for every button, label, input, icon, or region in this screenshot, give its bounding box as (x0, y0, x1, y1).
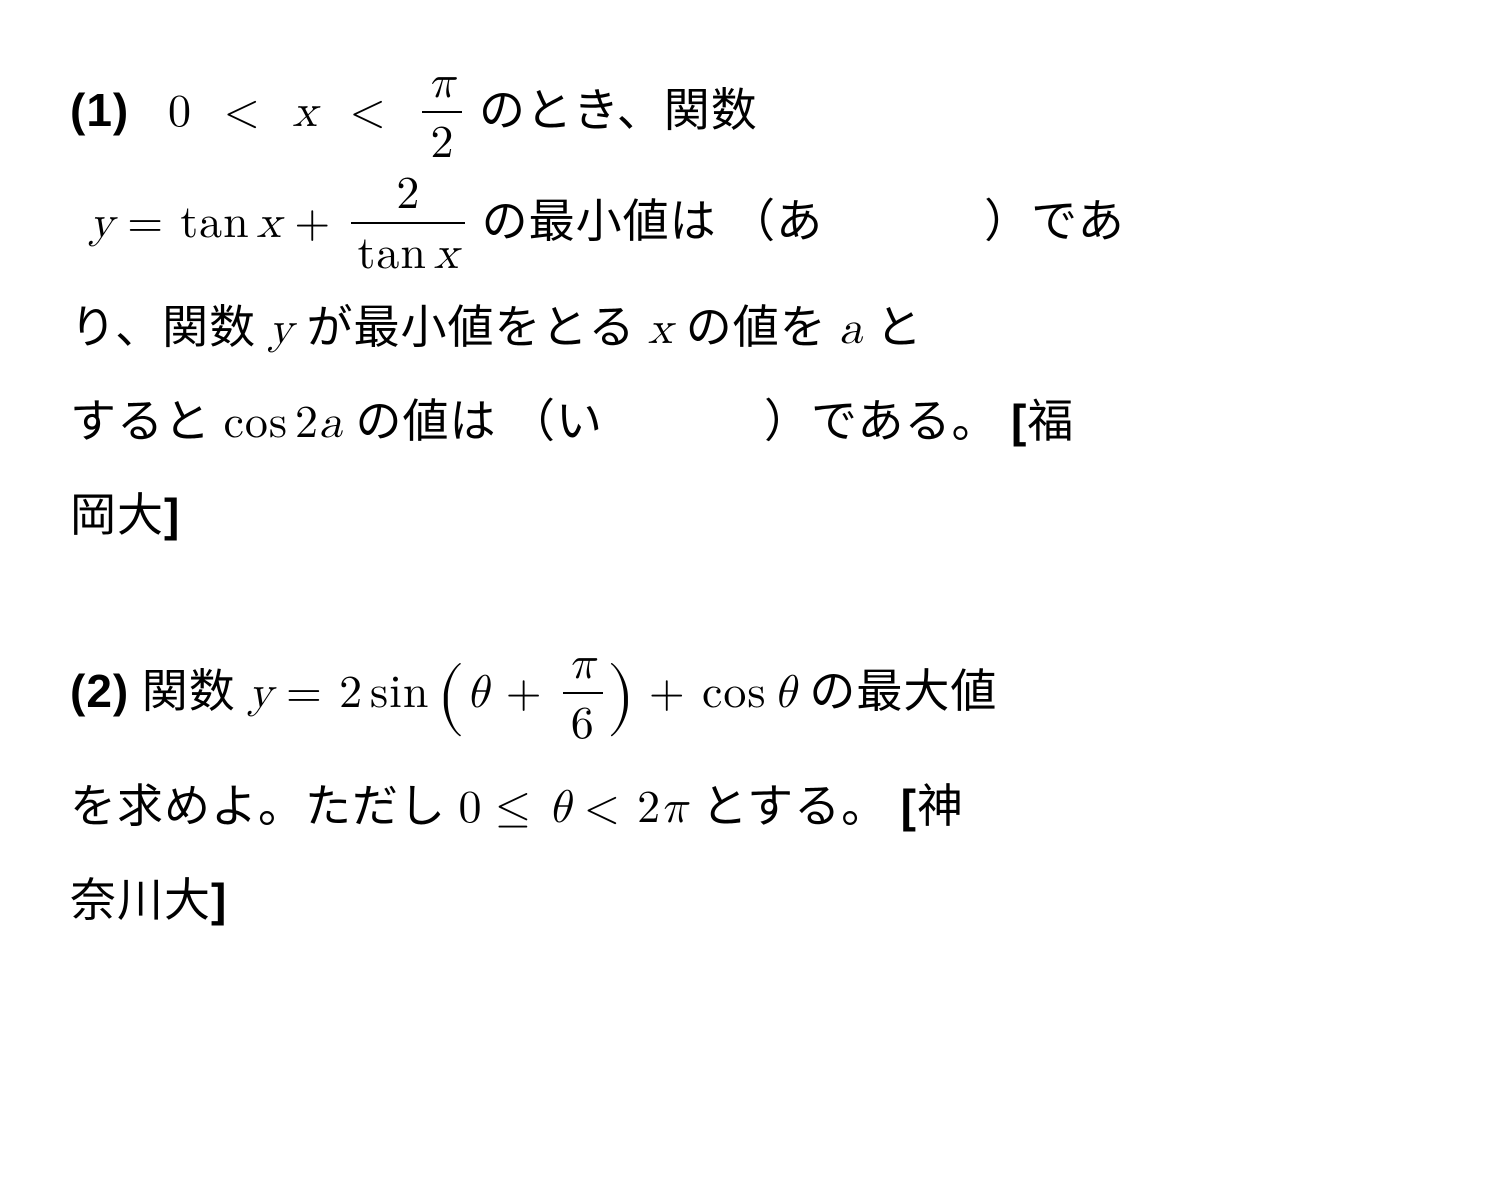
p2-two: 2 (339, 670, 363, 716)
p1-frac-2tan: 2 tanx (351, 168, 465, 279)
p1-var-x: x (293, 89, 318, 135)
p1-text1: のとき、関数 (479, 85, 758, 136)
p1-text7: と (876, 302, 923, 353)
p1-paren1-close: ） (984, 196, 1031, 247)
p1-paren2-close: ） (764, 396, 811, 447)
p2-text3: を求めよ。ただし (70, 781, 459, 832)
p2-src2: 奈川大 (70, 875, 211, 926)
p2-text4: とする。 (702, 781, 889, 832)
p1-y: y (89, 200, 114, 246)
p1-lt1: < (224, 89, 261, 135)
p1-a: a (839, 306, 863, 352)
p1-blank1: あ (776, 196, 823, 247)
p1-line5: 岡大] (70, 469, 1430, 562)
p1-text5: が最小値をとる (306, 302, 648, 353)
p2-line1: (2) 関数 y = 2sin(θ + π 6 ) + cosθ の最大値 (70, 612, 1430, 759)
p2-plus1: + (489, 670, 558, 716)
p2-cos: cos (702, 670, 767, 716)
p1-frac2-x: x (434, 231, 459, 277)
p1-label: (1) (70, 84, 129, 136)
p2-sin: sin (370, 670, 430, 716)
p2-frac-pi6: π 6 (563, 638, 603, 749)
p1-text8: すると (70, 396, 224, 447)
p2-bigparen-open: ( (436, 660, 466, 733)
p2-y: y (248, 670, 273, 716)
p2-line3: 奈川大] (70, 854, 1430, 947)
p2-zero: 0 (459, 785, 483, 831)
p1-x1: x (257, 200, 282, 246)
p1-text9: の値は (355, 396, 509, 447)
p1-eq: = (127, 200, 180, 246)
p1-line1: (1) 0 < x < π 2 のとき、関数 (70, 60, 1430, 171)
p2-src-open: [ (901, 780, 917, 832)
p2-src1: 神 (917, 781, 964, 832)
p1-a2: a (319, 400, 343, 446)
p2-two2: 2 (637, 785, 661, 831)
p1-text3: であ (1031, 196, 1125, 247)
p2-label: (2) (70, 665, 129, 717)
p2-pi: π (661, 785, 689, 831)
p1-text2: の最小値は (482, 196, 730, 247)
p2-plus2: + (649, 670, 702, 716)
p1-two: 2 (295, 400, 319, 446)
p1-blank2: い (556, 396, 603, 447)
p1-tan1: tan (180, 200, 249, 246)
p1-text6: の値を (686, 302, 840, 353)
p1-line3: り、関数 y が最小値をとる x の値を a と (70, 282, 1430, 375)
p2-text2: の最大値 (809, 666, 997, 717)
p2-eq: = (286, 670, 339, 716)
p1-frac1-bot: 2 (430, 120, 454, 166)
p2-theta: θ (466, 670, 489, 716)
p2-frac-top: π (569, 641, 597, 687)
problem-1: (1) 0 < x < π 2 のとき、関数 y = tanx + 2 (70, 60, 1430, 562)
p1-line4: すると cos2a の値は （い ）である。 [福 (70, 375, 1430, 469)
p1-lt2: < (350, 89, 387, 135)
p2-theta3: θ (548, 785, 571, 831)
p1-src1: 福 (1027, 396, 1074, 447)
p2-bigparen-close: ) (607, 660, 637, 733)
p2-src-close: ] (211, 874, 227, 926)
p2-theta2: θ (773, 670, 796, 716)
p1-x2: x (648, 306, 673, 352)
p1-ineq-lhs: 0 (168, 89, 192, 135)
p1-src-open: [ (1011, 395, 1027, 447)
p2-frac-bot: 6 (571, 701, 595, 747)
page: (1) 0 < x < π 2 のとき、関数 y = tanx + 2 (0, 0, 1500, 1180)
p1-plus: + (294, 200, 347, 246)
p1-text4: り、関数 (70, 302, 269, 353)
problem-2: (2) 関数 y = 2sin(θ + π 6 ) + cosθ の最大値 を求… (70, 612, 1430, 946)
p1-frac2-tan: tan (357, 231, 426, 277)
p1-frac-pi2: π 2 (422, 57, 462, 168)
p1-paren2-open: （ (509, 396, 556, 447)
p1-text10: である。 (811, 396, 999, 447)
p1-cos: cos (224, 400, 289, 446)
p1-y2: y (269, 306, 294, 352)
p1-line2: y = tanx + 2 tanx の最小値は （あ）であ (70, 171, 1430, 282)
p1-frac1-top: π (428, 60, 456, 106)
p1-paren1-open: （ (729, 196, 776, 247)
p1-src2: 岡大 (70, 490, 164, 541)
p2-text1: 関数 (129, 666, 248, 717)
p2-line2: を求めよ。ただし 0 ≤ θ < 2π とする。 [神 (70, 760, 1430, 854)
p2-le: ≤ (495, 785, 548, 831)
p2-lt: < (584, 785, 637, 831)
p1-frac2-top: 2 (396, 171, 420, 217)
p1-src-close: ] (164, 489, 180, 541)
